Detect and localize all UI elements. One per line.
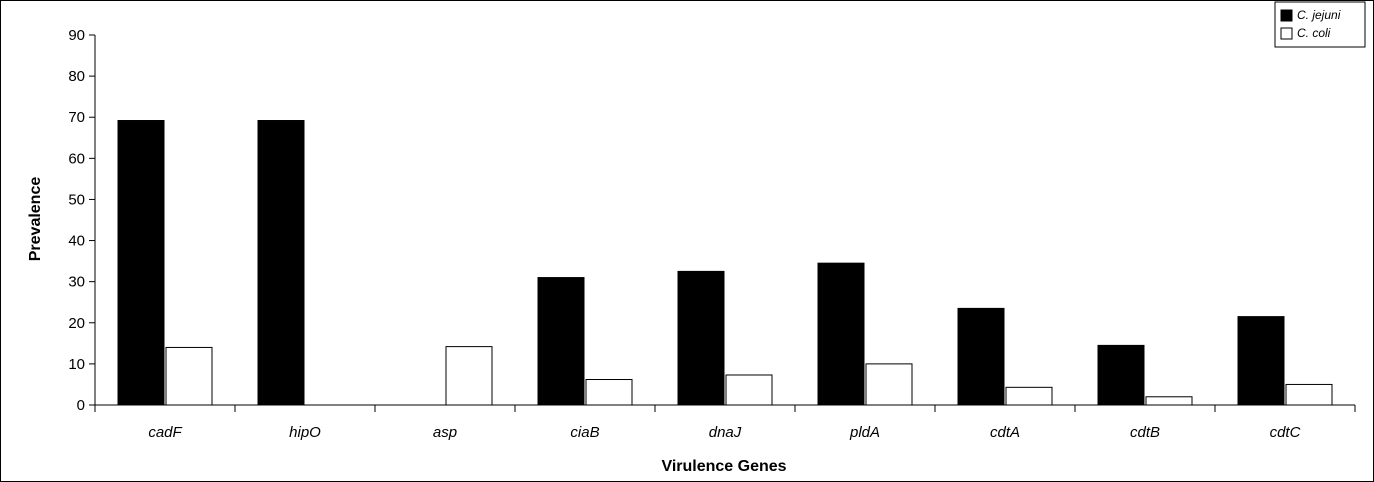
bar-jejuni-cadF [117,120,165,406]
x-tick-label: pldA [849,424,880,441]
y-tick-label: 0 [77,397,85,414]
legend-label-coli: C. coli [1297,26,1331,40]
x-tick-label: cdtB [1130,424,1160,441]
x-tick-label: hipO [289,424,321,441]
bar-coli-cdtB [1145,396,1193,406]
y-tick-label: 20 [68,315,85,332]
bar-coli-ciaB [585,379,633,406]
bar-jejuni-cdtA [957,307,1005,406]
bar-jejuni-cdtB [1097,344,1145,406]
y-tick-label: 90 [68,27,85,44]
bars [117,120,1333,406]
y-tick-label: 30 [68,274,85,291]
y-tick-label: 80 [68,68,85,85]
legend-swatch-coli [1280,27,1293,40]
x-tick-label: dnaJ [709,424,742,441]
x-axis-title: Virulence Genes [661,458,786,475]
bar-coli-cdtA [1005,386,1053,406]
legend-label-jejuni: C. jejuni [1297,8,1341,22]
bar-coli-dnaJ [725,374,773,406]
legend: C. jejuni C. coli [1274,1,1366,48]
y-tick-label: 50 [68,191,85,208]
x-tick-label: asp [433,424,457,441]
y-tick-label: 10 [68,356,85,373]
x-tick-label: cadF [148,424,182,441]
y-axis: 0 10 20 30 40 50 60 70 80 90 [68,27,96,414]
bar-coli-asp [445,346,493,406]
bar-jejuni-ciaB [537,277,585,406]
bar-coli-cadF [165,346,213,406]
y-tick-label: 40 [68,233,85,250]
bar-coli-cdtC [1285,383,1333,406]
bar-jejuni-cdtC [1237,316,1285,406]
legend-swatch-jejuni [1280,9,1293,22]
bar-jejuni-dnaJ [677,270,725,406]
y-tick-label: 70 [68,109,85,126]
x-tick-label: cdtC [1270,424,1301,441]
bar-jejuni-pldA [817,262,865,406]
x-tick-label: ciaB [570,424,599,441]
x-tick-label: cdtA [990,424,1020,441]
x-axis: cadF hipO asp ciaB dnaJ pldA cdtA cdtB cdtC [94,404,1356,441]
bar-jejuni-hipO [257,120,305,406]
y-tick-label: 60 [68,150,85,167]
y-axis-title: Prevalence [27,177,44,262]
bar-coli-pldA [865,363,913,406]
